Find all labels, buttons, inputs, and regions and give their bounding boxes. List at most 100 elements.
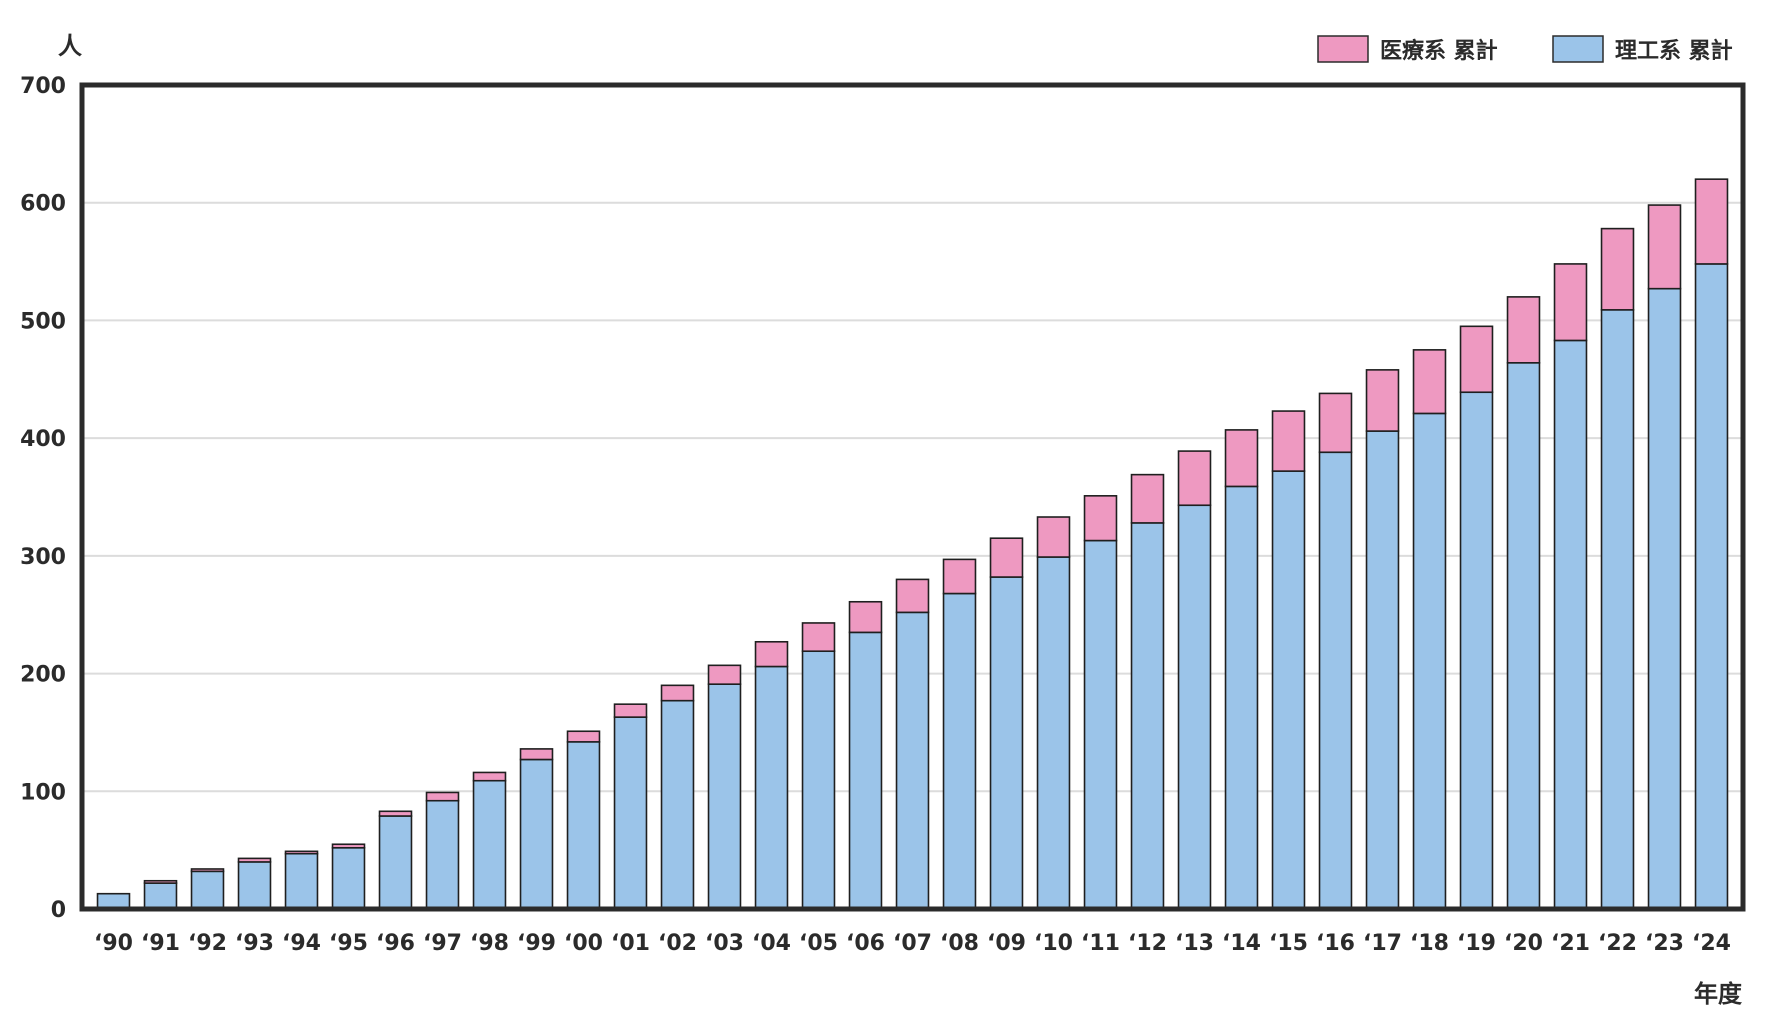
x-tick-label-26: ‘16: [1316, 931, 1355, 956]
x-tick-label-33: ‘23: [1645, 931, 1684, 956]
x-tick-label-21: ‘11: [1081, 931, 1120, 956]
bar-engineering-15: [801, 650, 836, 910]
x-tick-label-23: ‘13: [1175, 931, 1214, 956]
bar-engineering-8: [472, 779, 507, 910]
x-tick-label-2: ‘92: [188, 931, 227, 956]
plot-frame: [79, 82, 1746, 912]
x-tick-label-1: ‘91: [141, 931, 180, 956]
bar-medical-26: [1318, 392, 1353, 454]
y-tick-label-500: 500: [20, 309, 66, 334]
y-tick-label-200: 200: [20, 663, 66, 688]
bar-engineering-14: [754, 665, 789, 910]
x-tick-label-3: ‘93: [235, 931, 274, 956]
bar-medical-19: [989, 537, 1024, 578]
bar-medical-11: [613, 703, 648, 718]
bar-medical-6: [378, 810, 413, 817]
bar-engineering-24: [1224, 485, 1259, 910]
bar-medical-9: [519, 748, 554, 761]
bar-engineering-29: [1459, 391, 1494, 910]
bar-engineering-22: [1130, 522, 1165, 910]
bar-medical-2: [190, 868, 225, 873]
bar-engineering-28: [1412, 412, 1447, 910]
x-axis-ticks: ‘90 ‘91 ‘92 ‘93 ‘94 ‘95 ‘96 ‘97 ‘98 ‘99 ‘00 ‘01 ‘02 ‘…: [94, 931, 1731, 956]
bar-medical-32: [1600, 227, 1635, 311]
y-axis-label: 人: [58, 32, 82, 60]
bar-engineering-10: [566, 741, 601, 910]
bar-engineering-33: [1647, 287, 1682, 910]
x-tick-label-30: ‘20: [1504, 931, 1543, 956]
bar-medical-12: [660, 684, 695, 702]
x-tick-label-9: ‘99: [517, 931, 556, 956]
bar-medical-21: [1083, 495, 1118, 542]
legend-label-engineering: 理工系 累計: [1615, 38, 1733, 64]
bar-medical-33: [1647, 204, 1682, 290]
bar-medical-25: [1271, 410, 1306, 472]
bar-medical-30: [1506, 296, 1541, 364]
bar-engineering-20: [1036, 556, 1071, 910]
y-axis-ticks: 0 100 200 300 400 500 600 700: [20, 74, 66, 923]
x-tick-label-31: ‘21: [1551, 931, 1590, 956]
y-tick-label-600: 600: [20, 192, 66, 217]
bar-medical-29: [1459, 325, 1494, 394]
bar-engineering-27: [1365, 430, 1400, 910]
bar-engineering-4: [284, 852, 319, 910]
bar-engineering-23: [1177, 504, 1212, 910]
legend: 医療系 累計 理工系 累計: [1317, 35, 1733, 64]
bar-engineering-11: [613, 716, 648, 910]
x-tick-label-15: ‘05: [799, 931, 838, 956]
bar-engineering-18: [942, 592, 977, 910]
x-tick-label-25: ‘15: [1269, 931, 1308, 956]
x-tick-label-17: ‘07: [893, 931, 932, 956]
bar-medical-14: [754, 640, 789, 668]
x-tick-label-12: ‘02: [658, 931, 697, 956]
x-tick-label-5: ‘95: [329, 931, 368, 956]
bar-engineering-32: [1600, 309, 1635, 910]
bar-medical-18: [942, 558, 977, 595]
bar-medical-31: [1553, 263, 1588, 342]
x-tick-label-29: ‘19: [1457, 931, 1496, 956]
bar-medical-3: [237, 857, 272, 863]
bar-medical-23: [1177, 450, 1212, 507]
bar-medical-28: [1412, 349, 1447, 415]
x-tick-label-7: ‘97: [423, 931, 462, 956]
bar-medical-13: [707, 664, 742, 685]
bars: [96, 178, 1729, 910]
bar-engineering-26: [1318, 451, 1353, 910]
x-tick-label-13: ‘03: [705, 931, 744, 956]
bar-engineering-2: [190, 870, 225, 910]
bar-medical-27: [1365, 369, 1400, 432]
bar-engineering-31: [1553, 339, 1588, 910]
legend-swatch-medical: [1317, 35, 1369, 63]
x-tick-label-28: ‘18: [1410, 931, 1449, 956]
bar-engineering-19: [989, 576, 1024, 910]
bar-medical-8: [472, 771, 507, 782]
x-tick-label-20: ‘10: [1034, 931, 1073, 956]
y-tick-label-0: 0: [51, 898, 66, 923]
y-tick-label-300: 300: [20, 545, 66, 570]
x-tick-label-34: ‘24: [1692, 931, 1731, 956]
legend-label-medical: 医療系 累計: [1380, 38, 1498, 64]
x-tick-label-6: ‘96: [376, 931, 415, 956]
bar-medical-15: [801, 622, 836, 653]
x-tick-label-10: ‘00: [564, 931, 603, 956]
bar-medical-7: [425, 791, 460, 802]
x-tick-label-18: ‘08: [940, 931, 979, 956]
x-tick-label-8: ‘98: [470, 931, 509, 956]
x-tick-label-22: ‘12: [1128, 931, 1167, 956]
bar-medical-22: [1130, 473, 1165, 524]
bar-engineering-12: [660, 699, 695, 910]
bar-engineering-13: [707, 683, 742, 910]
x-tick-label-16: ‘06: [846, 931, 885, 956]
bar-engineering-6: [378, 815, 413, 910]
bar-engineering-1: [143, 882, 178, 910]
bar-medical-5: [331, 843, 366, 849]
bar-engineering-34: [1694, 263, 1729, 910]
x-tick-label-11: ‘01: [611, 931, 650, 956]
x-tick-label-32: ‘22: [1598, 931, 1637, 956]
bar-engineering-16: [848, 631, 883, 910]
bar-medical-24: [1224, 429, 1259, 488]
bar-engineering-21: [1083, 539, 1118, 910]
y-tick-label-100: 100: [20, 780, 66, 805]
x-axis-label: 年度: [1694, 980, 1743, 1008]
